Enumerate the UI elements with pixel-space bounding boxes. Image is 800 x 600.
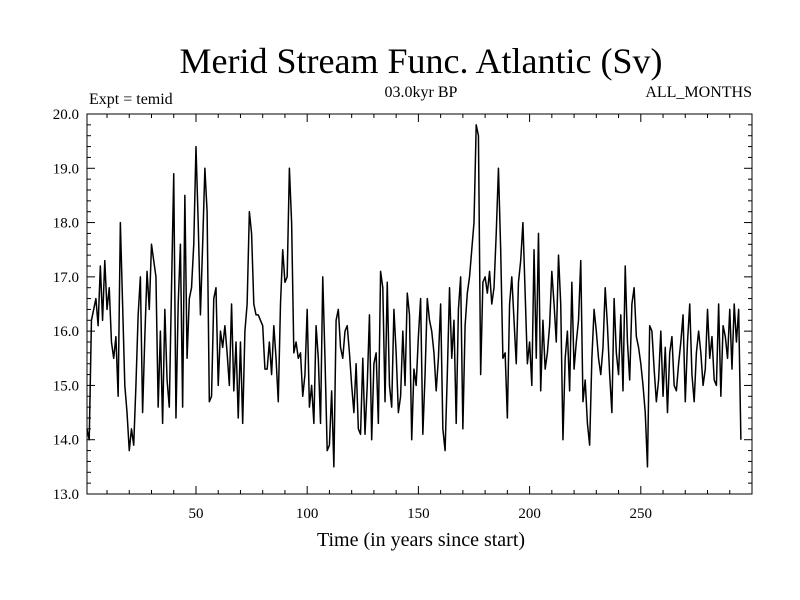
y-tick-label: 19.0: [53, 161, 79, 177]
x-tick-label: 200: [518, 506, 541, 522]
x-axis-label: Time (in years since start): [317, 529, 525, 551]
x-tick-label: 150: [407, 506, 430, 522]
chart-title: Merid Stream Func. Atlantic (Sv): [180, 41, 663, 81]
plot-frame: [86, 113, 753, 495]
x-tick-label: 100: [296, 506, 319, 522]
y-tick-label: 13.0: [53, 487, 79, 503]
chart-subtitle: 03.0kyr BP: [385, 84, 458, 101]
y-tick-label: 16.0: [53, 324, 79, 340]
y-tick-label: 17.0: [53, 270, 79, 286]
experiment-label: Expt = temid: [89, 91, 173, 108]
y-tick-label: 18.0: [53, 216, 79, 232]
y-tick-label: 14.0: [53, 433, 79, 449]
y-axis: 13.0 14.0 15.0 16.0 17.0 18.0 19.0 20.0: [53, 107, 752, 503]
x-tick-label: 250: [630, 506, 653, 522]
months-label: ALL_MONTHS: [645, 84, 752, 101]
x-tick-label: 50: [188, 506, 203, 522]
x-axis: 50 100 150 200 250: [106, 114, 731, 522]
y-tick-label: 15.0: [53, 378, 79, 394]
y-tick-label: 20.0: [53, 107, 79, 123]
series-line: [86, 124, 742, 468]
